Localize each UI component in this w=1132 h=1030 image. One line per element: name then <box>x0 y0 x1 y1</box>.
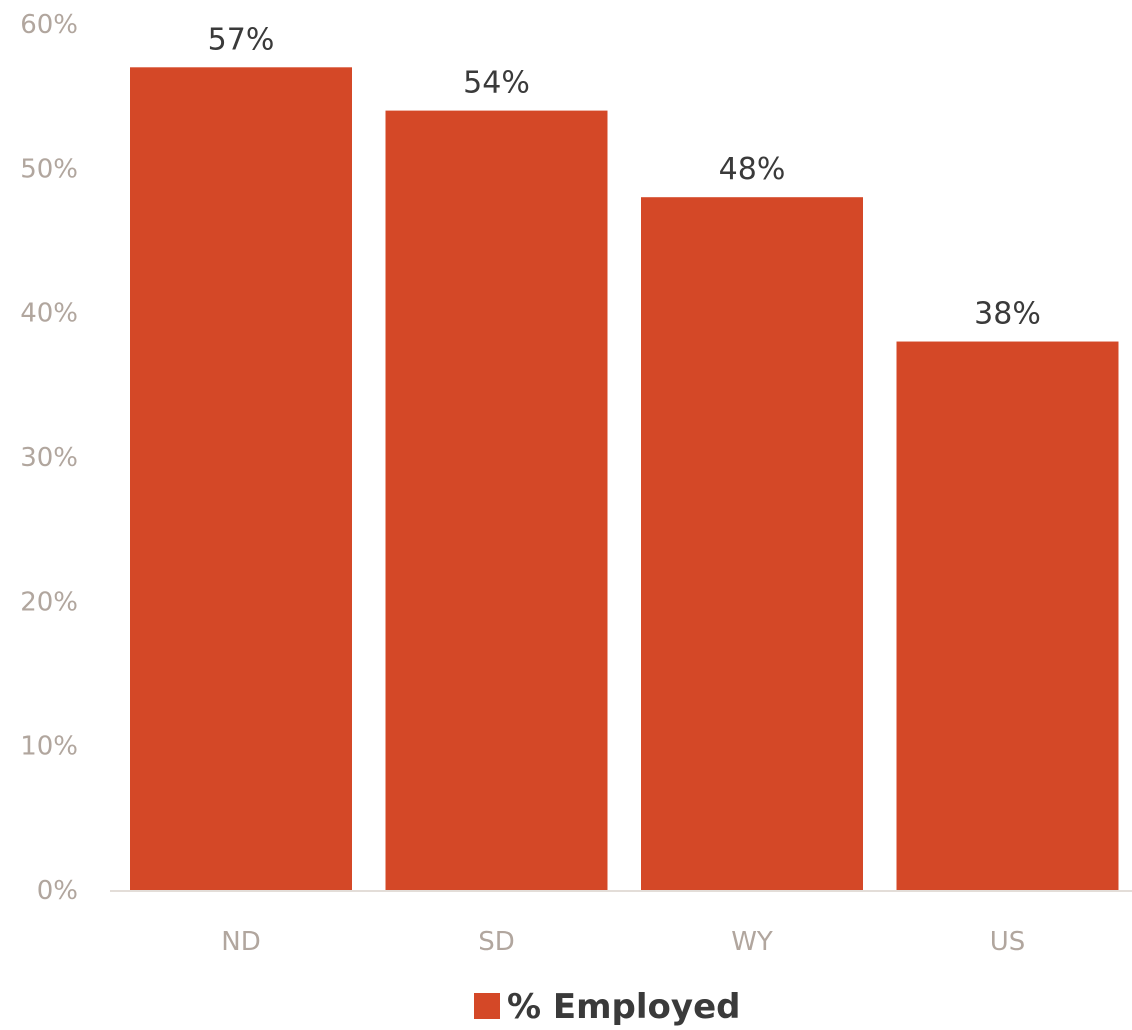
y-tick-label: 60% <box>20 10 78 40</box>
x-axis: ND SD WY US <box>221 927 1025 957</box>
legend: % Employed <box>474 987 740 1027</box>
y-tick-label: 40% <box>20 299 78 329</box>
bar-sd <box>385 110 608 891</box>
bar-us <box>896 341 1119 890</box>
y-tick-label: 30% <box>20 443 78 473</box>
y-tick-label: 10% <box>20 732 78 762</box>
data-label-nd: 57% <box>208 22 275 57</box>
x-tick-label-us: US <box>990 927 1026 957</box>
y-axis: 0% 10% 20% 30% 40% 50% 60% <box>20 10 78 906</box>
x-tick-label-wy: WY <box>731 927 773 957</box>
legend-label: % Employed <box>507 987 740 1027</box>
data-labels-group: 57% 54% 48% 38% <box>208 22 1041 331</box>
data-label-sd: 54% <box>463 66 530 101</box>
bar-wy <box>641 197 863 890</box>
legend-swatch <box>474 993 500 1019</box>
x-tick-label-nd: ND <box>221 927 260 957</box>
y-tick-label: 0% <box>37 876 78 906</box>
data-label-wy: 48% <box>719 152 786 187</box>
y-tick-label: 20% <box>20 587 78 617</box>
data-label-us: 38% <box>974 297 1041 332</box>
x-tick-label-sd: SD <box>478 927 515 957</box>
y-tick-label: 50% <box>20 154 78 184</box>
bars-group <box>130 67 1119 891</box>
bar-nd <box>130 67 352 891</box>
